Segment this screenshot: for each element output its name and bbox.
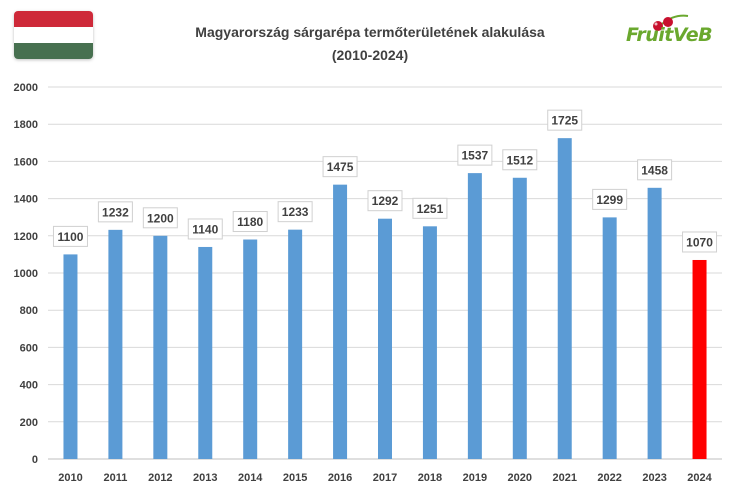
data-label-box [187,218,223,240]
chart-title-line1: Magyarország sárgarépa termőterületének … [195,24,545,40]
bar-2024 [692,259,707,459]
bar-2022 [602,217,617,459]
data-label: 1458 [641,163,668,177]
data-label: 1180 [237,215,263,229]
bar-2018 [422,226,437,459]
y-tick-label: 1800 [14,119,38,131]
flag-stripe-green [14,43,93,59]
bar-2023 [647,187,662,459]
bar-2016 [333,184,348,459]
data-label: 1512 [506,153,533,167]
bar-2014 [243,239,258,459]
y-axis: 0 200 400 600 800 1000 1200 1400 1600 1800 2000 [14,82,38,466]
y-tick-label: 1000 [14,268,38,280]
data-label-box [142,207,178,229]
data-label-box [367,190,403,212]
data-label: 1140 [192,222,218,236]
bars [63,138,707,460]
flag-stripe-white [14,27,93,43]
bar-2010 [63,254,78,459]
y-tick-label: 600 [20,342,38,354]
x-tick-label: 2020 [508,472,532,484]
data-label: 1232 [102,205,129,219]
data-label-box [592,188,628,210]
x-tick-label: 2018 [418,472,442,484]
x-tick-label: 2024 [687,472,712,484]
data-label: 1299 [596,193,623,207]
x-tick-label: 2016 [328,472,352,484]
x-tick-label: 2011 [103,472,127,484]
data-label-box [52,225,88,247]
bar-2013 [198,246,213,459]
data-label-box [97,201,133,223]
flag-stripe-red [14,11,93,27]
bar-2017 [378,218,392,459]
y-tick-label: 1600 [14,156,38,168]
data-label: 1233 [282,205,309,219]
hungarian-flag [14,11,93,59]
data-label-box [457,144,493,166]
data-label-box [682,231,718,253]
x-tick-label: 2014 [238,472,263,484]
data-label-box [547,109,583,131]
x-tick-label: 2023 [642,472,666,484]
y-tick-label: 1200 [14,231,38,243]
bar-2021 [557,138,572,459]
y-tick-label: 1400 [14,194,38,206]
data-label: 1292 [372,194,399,208]
x-tick-label: 2022 [597,472,621,484]
x-tick-label: 2013 [193,472,217,484]
data-label-box [322,156,358,178]
data-label-box [232,211,268,233]
y-tick-label: 0 [32,454,38,466]
data-label: 1100 [57,230,83,244]
x-tick-label: 2019 [463,472,487,484]
bar-2020 [512,177,527,459]
y-tick-label: 200 [20,417,38,429]
data-label: 1475 [327,160,354,174]
y-tick-label: 800 [20,305,38,317]
bar-2019 [467,173,482,460]
data-label-box [502,149,538,171]
logo-text: FruitVeB [626,24,713,46]
data-label: 1537 [462,149,489,163]
cherry-icon [653,14,689,31]
x-tick-label: 2017 [373,472,397,484]
data-label: 1200 [147,211,174,225]
x-axis: 2010 2011 2012 2013 2014 2015 2016 2017 2018 2019… [58,472,712,484]
x-tick-label: 2015 [283,472,307,484]
x-tick-label: 2021 [552,472,576,484]
bar-2015 [288,229,303,459]
x-tick-label: 2012 [148,472,172,484]
data-label-box [412,197,448,219]
chart-title-line2: (2010-2024) [331,47,409,63]
data-label-box [277,201,313,223]
data-labels: 1100 1232 1200 1140 1180 1233 1475 1292 1251 1537… [52,109,718,253]
y-tick-label: 400 [20,380,38,392]
fruitveb-logo: FruitVeB [622,10,722,58]
data-label-box [637,159,673,181]
chart-title: Magyarország sárgarépa termőterületének … [150,21,590,67]
x-tick-label: 2010 [58,472,82,484]
data-label: 1070 [686,235,713,249]
y-tick-label: 2000 [14,82,38,94]
bar-2011 [108,229,123,459]
data-label: 1725 [551,114,578,128]
bar-2012 [153,235,168,459]
data-label: 1251 [417,202,444,216]
